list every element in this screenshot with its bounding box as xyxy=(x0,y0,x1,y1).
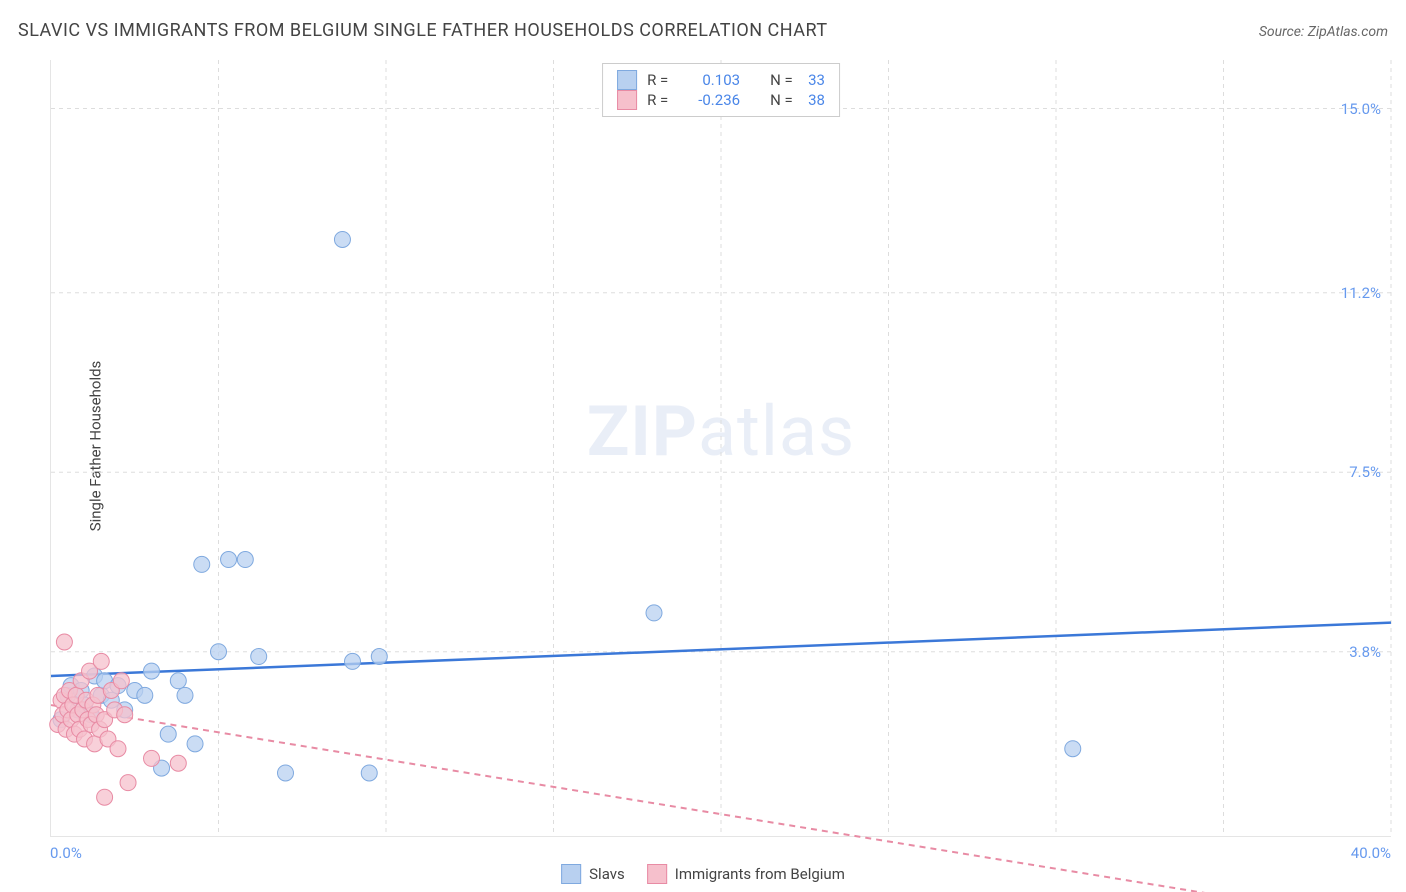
data-point xyxy=(211,644,227,660)
legend-swatch xyxy=(617,90,637,110)
data-point xyxy=(646,605,662,621)
data-point xyxy=(371,649,387,665)
data-point xyxy=(1065,741,1081,757)
stats-legend: R = 0.103 N = 33 R = -0.236 N = 38 xyxy=(602,63,840,117)
legend-label: Immigrants from Belgium xyxy=(675,865,845,883)
data-point xyxy=(144,750,160,766)
n-label: N = xyxy=(770,91,798,109)
data-point xyxy=(56,634,72,650)
data-point xyxy=(278,765,294,781)
data-point xyxy=(97,789,113,805)
data-point xyxy=(113,673,129,689)
stats-legend-row: R = -0.236 N = 38 xyxy=(617,90,825,110)
r-value: 0.103 xyxy=(685,71,740,89)
data-point xyxy=(110,741,126,757)
y-tick-label: 15.0% xyxy=(1341,100,1381,118)
chart-title: SLAVIC VS IMMIGRANTS FROM BELGIUM SINGLE… xyxy=(18,20,828,41)
bottom-legend: Slavs Immigrants from Belgium xyxy=(561,864,845,884)
data-point xyxy=(170,755,186,771)
r-label: R = xyxy=(647,91,675,109)
legend-swatch xyxy=(647,864,667,884)
x-tick-max: 40.0% xyxy=(1351,844,1391,862)
data-point xyxy=(144,663,160,679)
data-point xyxy=(221,552,237,568)
data-point xyxy=(194,556,210,572)
data-point xyxy=(137,687,153,703)
y-tick-label: 11.2% xyxy=(1341,284,1381,302)
data-point xyxy=(120,775,136,791)
legend-item: Immigrants from Belgium xyxy=(647,864,845,884)
r-label: R = xyxy=(647,71,675,89)
y-tick-label: 3.8% xyxy=(1349,643,1381,661)
data-point xyxy=(117,707,133,723)
plot-svg xyxy=(51,60,1391,836)
legend-swatch xyxy=(561,864,581,884)
data-point xyxy=(345,653,361,669)
source-attribution: Source: ZipAtlas.com xyxy=(1259,24,1388,40)
n-value: 38 xyxy=(808,91,825,109)
data-point xyxy=(187,736,203,752)
data-point xyxy=(160,726,176,742)
data-point xyxy=(93,653,109,669)
data-point xyxy=(251,649,267,665)
data-point xyxy=(177,687,193,703)
data-point xyxy=(237,552,253,568)
y-tick-label: 7.5% xyxy=(1349,463,1381,481)
legend-swatch xyxy=(617,70,637,90)
x-tick-min: 0.0% xyxy=(50,844,82,862)
n-label: N = xyxy=(770,71,798,89)
r-value: -0.236 xyxy=(685,91,740,109)
data-point xyxy=(334,231,350,247)
data-point xyxy=(361,765,377,781)
legend-label: Slavs xyxy=(589,865,625,883)
plot-area: ZIPatlas 3.8%7.5%11.2%15.0% R =0.103N =3… xyxy=(50,60,1391,837)
legend-item: Slavs xyxy=(561,864,625,884)
stats-legend-row: R = 0.103 N = 33 xyxy=(617,70,825,90)
n-value: 33 xyxy=(808,71,825,89)
data-point xyxy=(170,673,186,689)
